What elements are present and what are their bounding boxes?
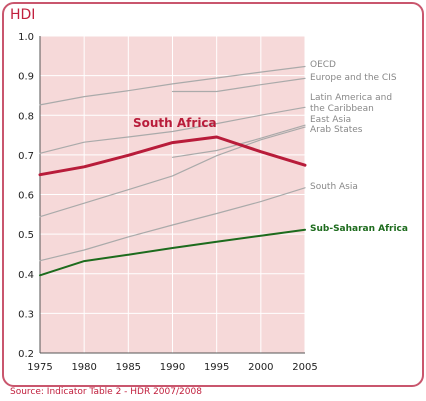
series-label-east-asia: East Asia xyxy=(310,115,351,125)
x-tick-label: 1980 xyxy=(71,362,96,373)
chart-title: HDI xyxy=(10,7,36,23)
series-layer xyxy=(38,65,307,277)
axis-layer: 0.2 0.3 0.4 0.5 0.6 0.7 0.8 0.9 1.0 1975 1980 1985 1… xyxy=(18,32,318,373)
series-label-arab-states: Arab States xyxy=(310,125,363,135)
label-layer: OECD Europe and the CIS Latin America andt… xyxy=(133,60,408,234)
y-tick-label: 1.0 xyxy=(18,32,34,43)
series-label-south-africa: South Africa xyxy=(133,116,217,130)
y-tick-label: 0.7 xyxy=(18,151,34,162)
y-tick-label: 0.4 xyxy=(18,270,34,281)
series-label-latin-america-and-the-caribbean: Latin America and xyxy=(310,93,392,103)
series-label-europe-and-the-cis: Europe and the CIS xyxy=(310,73,397,83)
y-tick-label: 0.9 xyxy=(18,72,34,83)
y-tick-label: 0.6 xyxy=(18,191,34,202)
series-line-latin-america-and-the-caribbean xyxy=(39,106,306,154)
series-line-oecd xyxy=(39,65,306,106)
x-tick-label: 1985 xyxy=(116,362,141,373)
series-line-east-asia xyxy=(39,126,306,218)
x-tick-label: 2000 xyxy=(248,362,273,373)
y-tick-label: 0.2 xyxy=(18,349,34,360)
source-note: Source: Indicator Table 2 - HDR 2007/200… xyxy=(10,387,202,397)
series-label-latin-america-and-the-caribbean: the Caribbean xyxy=(310,104,374,114)
series-label-south-asia: South Asia xyxy=(310,182,358,192)
y-tick-label: 0.3 xyxy=(18,309,34,320)
x-tick-label: 1995 xyxy=(204,362,229,373)
x-tick-label: 2005 xyxy=(292,362,317,373)
x-tick-label: 1990 xyxy=(160,362,185,373)
series-line-south-asia xyxy=(39,187,306,262)
series-line-sub-saharan-africa xyxy=(39,228,306,277)
y-tick-label: 0.5 xyxy=(18,230,34,241)
series-line-europe-and-the-cis xyxy=(171,77,306,93)
x-tick-label: 1975 xyxy=(27,362,52,373)
series-line-south-africa xyxy=(38,135,307,177)
series-label-sub-saharan-africa: Sub-Saharan Africa xyxy=(310,224,408,234)
series-label-oecd: OECD xyxy=(310,60,336,70)
y-tick-label: 0.8 xyxy=(18,111,34,122)
